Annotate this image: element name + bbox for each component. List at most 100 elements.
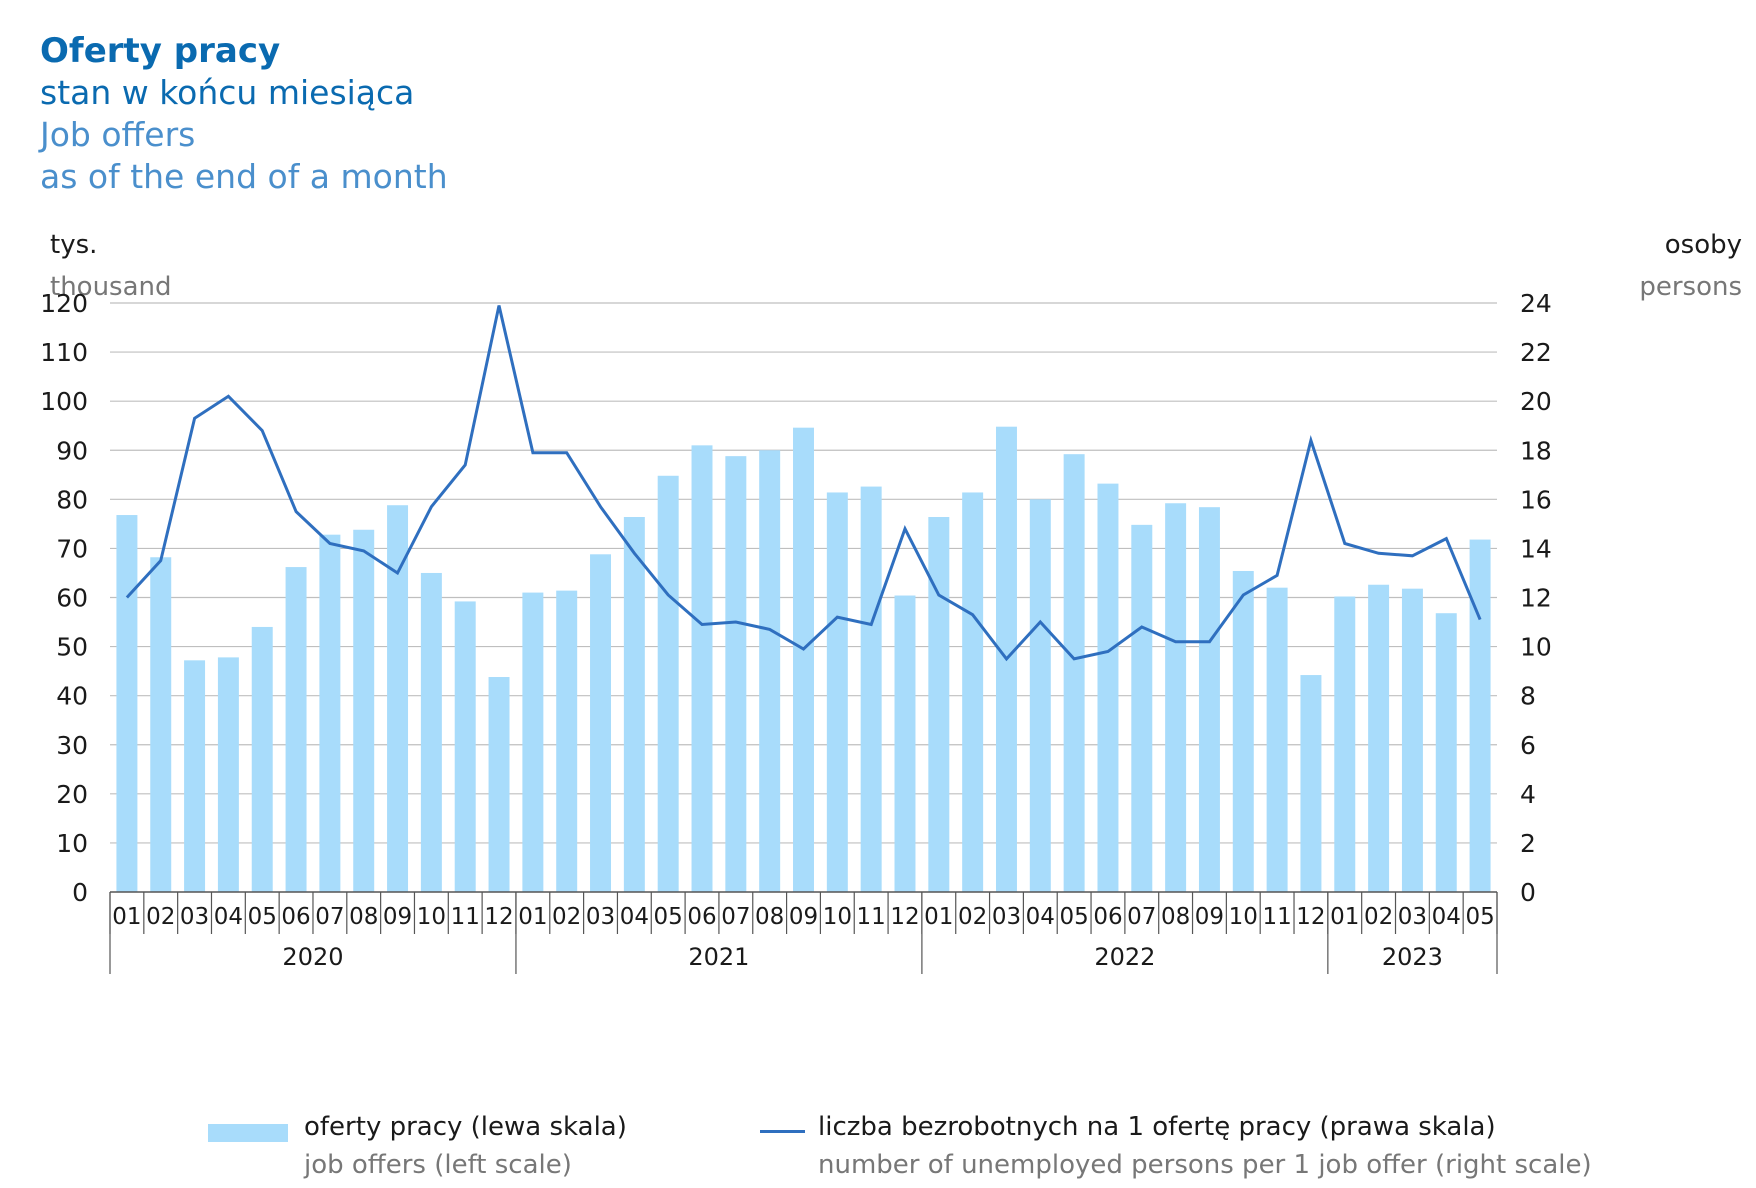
year-label: 2021	[688, 943, 749, 971]
year-label: 2023	[1382, 943, 1443, 971]
year-label: 2022	[1094, 943, 1155, 971]
left-axis-unit: tys. thousand	[50, 224, 172, 308]
legend-line-label-pl: liczba bezrobotnych na 1 ofertę pracy (p…	[818, 1112, 1496, 1142]
left-tick-label: 30	[56, 731, 88, 760]
left-tick-label: 70	[56, 534, 88, 563]
bar	[1300, 675, 1322, 892]
bar	[691, 445, 713, 892]
right-tick-label: 18	[1520, 436, 1552, 465]
bar	[353, 529, 375, 892]
month-label: 01	[1330, 904, 1359, 930]
chart-subtitle-en: as of the end of a month	[40, 157, 448, 196]
bar	[1198, 507, 1220, 892]
bar	[1097, 483, 1119, 892]
bar	[251, 626, 273, 892]
right-tick-label: 22	[1520, 338, 1552, 367]
bar	[556, 590, 578, 892]
month-label: 12	[484, 904, 513, 930]
year-label: 2020	[282, 943, 343, 971]
right-tick-label: 10	[1520, 633, 1552, 662]
left-tick-label: 0	[72, 878, 88, 907]
bar	[928, 517, 950, 892]
left-tick-label: 110	[40, 338, 88, 367]
month-label: 08	[1161, 904, 1190, 930]
right-tick-label: 4	[1520, 780, 1536, 809]
month-label: 01	[112, 904, 141, 930]
left-tick-label: 40	[56, 682, 88, 711]
month-label: 06	[1093, 904, 1122, 930]
bar	[285, 567, 307, 892]
bar	[184, 660, 206, 892]
bar	[1063, 454, 1085, 892]
bar	[217, 657, 239, 892]
right-axis-unit-en: persons	[1639, 272, 1742, 302]
left-tick-label: 90	[56, 436, 88, 465]
month-label: 11	[451, 904, 480, 930]
right-tick-label: 14	[1520, 534, 1552, 563]
legend-line-label-en: number of unemployed persons per 1 job o…	[818, 1150, 1592, 1180]
month-label: 05	[1465, 904, 1494, 930]
series-line	[125, 305, 1482, 662]
chart-title-en: Job offers	[40, 115, 196, 154]
right-tick-label: 8	[1520, 682, 1536, 711]
month-label: 05	[1059, 904, 1088, 930]
month-label: 09	[383, 904, 412, 930]
month-label: 01	[518, 904, 547, 930]
legend-bars-label-pl: oferty pracy (lewa skala)	[304, 1112, 627, 1142]
month-label: 03	[992, 904, 1021, 930]
month-label: 10	[417, 904, 446, 930]
bar	[1401, 588, 1423, 892]
month-label: 03	[1398, 904, 1427, 930]
bar	[1232, 570, 1254, 892]
left-tick-label: 20	[56, 780, 88, 809]
month-label: 02	[1364, 904, 1393, 930]
legend-bars-label-en: job offers (left scale)	[304, 1150, 572, 1180]
bar	[759, 450, 781, 892]
bar	[860, 486, 882, 892]
right-tick-label: 24	[1520, 289, 1552, 318]
month-label: 11	[1262, 904, 1291, 930]
right-tick-label: 2	[1520, 829, 1536, 858]
bar	[1435, 613, 1457, 892]
bar	[522, 592, 544, 892]
bar	[387, 505, 409, 892]
bar	[894, 595, 916, 892]
left-tick-label: 10	[56, 829, 88, 858]
right-axis-unit: osoby persons	[1639, 224, 1742, 308]
month-label: 02	[552, 904, 581, 930]
month-label: 08	[755, 904, 784, 930]
month-label: 09	[789, 904, 818, 930]
month-label: 10	[1229, 904, 1258, 930]
right-tick-label: 0	[1520, 878, 1536, 907]
bar	[488, 677, 510, 892]
left-axis-unit-en: thousand	[50, 272, 172, 302]
right-tick-label: 12	[1520, 584, 1552, 613]
legend-bar-swatch	[208, 1124, 288, 1142]
chart-title-block: Oferty pracy stan w końcu miesiąca Job o…	[40, 30, 448, 198]
right-tick-label: 20	[1520, 387, 1552, 416]
bar	[116, 515, 138, 892]
bar	[454, 601, 476, 892]
bar	[319, 534, 341, 892]
month-label: 04	[1432, 904, 1461, 930]
bar	[1165, 503, 1187, 892]
bar	[150, 557, 172, 892]
bar	[1131, 524, 1153, 892]
left-axis-unit-pl: tys.	[50, 230, 98, 260]
month-label: 03	[586, 904, 615, 930]
month-label: 03	[180, 904, 209, 930]
bar	[1469, 539, 1491, 892]
bar	[793, 427, 814, 892]
bar	[725, 456, 747, 892]
bar	[590, 554, 612, 892]
month-label: 06	[687, 904, 716, 930]
right-tick-label: 16	[1520, 485, 1552, 514]
left-tick-label: 120	[40, 289, 88, 318]
month-label: 07	[1127, 904, 1156, 930]
bar	[623, 517, 645, 892]
month-label: 07	[315, 904, 344, 930]
left-tick-label: 80	[56, 485, 88, 514]
month-label: 10	[823, 904, 852, 930]
bar	[1368, 584, 1390, 892]
